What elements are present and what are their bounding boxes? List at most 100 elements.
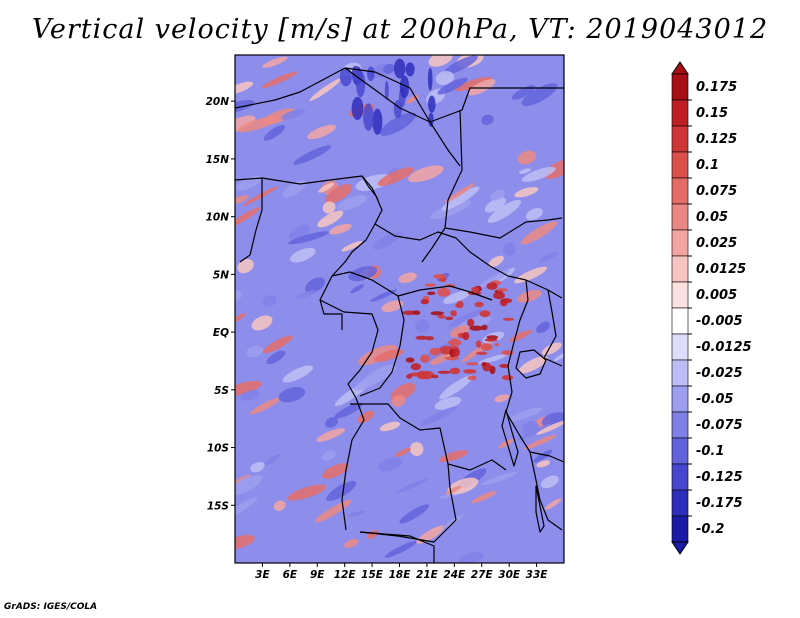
updraft-patch [409,442,424,456]
downdraft-patch [441,186,480,211]
colorbar-label: 0.15 [696,106,728,121]
colorbar-top-arrow [671,61,689,75]
downdraft-patch [443,55,478,75]
border-car-south [331,271,493,301]
colorbar-label: 0.05 [696,210,728,225]
updraft-patch [235,380,262,396]
updraft-patch [536,420,564,435]
strong-updraft-cell [496,288,509,292]
downdraft-patch [281,108,306,120]
lon-tick-label: 15E [361,569,384,581]
colorbar-swatch [671,333,689,361]
border-car-north [374,223,491,267]
updraft-patch [235,115,256,133]
updraft-patch [494,394,510,403]
lon-tick-label: 12E [334,569,357,581]
colorbar-label: 0.025 [696,236,737,251]
downdraft-patch [434,396,462,410]
downdraft-patch [235,497,258,518]
strong-downdraft-cell [427,67,433,91]
strong-updraft-cell [475,351,488,355]
strong-updraft-cell [484,338,498,342]
lat-tick-label: 15N [206,154,230,166]
strong-updraft-cell [494,343,500,347]
lat-tick-label: 10S [207,443,229,455]
colorbar-swatch [671,281,689,309]
border-nigeria-cameroon [319,239,367,301]
lat-tick-label: 5N [213,269,229,281]
updraft-patch [307,124,337,140]
colorbar-label: 0.0125 [696,262,746,277]
downdraft-patch [396,478,428,494]
border-angola-drc [350,403,507,471]
border-equatorial-guinea [319,299,343,330]
downdraft-patch [304,277,326,293]
strong-downdraft-cell [394,58,406,79]
downdraft-patch [263,125,285,141]
strong-updraft-cell [475,340,482,348]
colorbar-label: -0.175 [696,496,743,511]
downdraft-patch [521,83,558,107]
colorbar-swatch [671,515,689,543]
downdraft-patch [348,266,378,282]
map-title: Vertical velocity [m/s] at 200hPa, VT: 2… [31,14,769,45]
strong-updraft-cell [474,301,484,308]
colorbar-label: -0.1 [696,444,724,459]
updraft-patch [251,315,273,331]
updraft-patch [316,428,346,442]
strong-updraft-cell [455,303,460,308]
downdraft-patch [379,112,417,136]
updraft-patch [467,79,496,96]
colorbar-label: -0.005 [696,314,743,329]
downdraft-patch [478,354,508,364]
downdraft-patch [296,290,318,299]
updraft-patch [237,259,254,274]
colorbar-label: -0.05 [696,392,733,407]
updraft-patch [325,183,353,204]
lon-tick-label: 27E [471,569,494,581]
colorbar-swatch [671,463,689,491]
lon-tick-label: 30E [498,569,521,581]
strong-downdraft-cell [351,96,364,120]
lon-tick-label: 33E [526,569,549,581]
downdraft-patch [350,284,364,294]
strong-updraft-cell [486,282,498,290]
downdraft-patch [278,387,306,403]
strong-updraft-cell [429,347,441,356]
updraft-patch [416,525,445,544]
updraft-patch [391,394,406,408]
updraft-patch [536,460,551,468]
colorbar-swatch [671,307,689,335]
downdraft-patch [288,231,329,245]
downdraft-patch [553,349,564,362]
colorbar-swatch [671,125,689,153]
updraft-patch [444,183,476,203]
downdraft-patch [336,195,368,211]
strong-updraft-cell [437,287,451,297]
country-borders [235,67,564,563]
strong-downdraft-cell [399,75,410,98]
strong-updraft-cell [415,335,429,340]
updraft-patch [514,186,539,198]
strong-updraft-cell [437,370,451,374]
field-background [235,55,564,563]
colorbar-label: -0.125 [696,470,743,485]
downdraft-patch [235,175,262,191]
updraft-patch [498,438,514,449]
border-lake-chad [361,175,383,241]
colorbar-swatch [671,229,689,257]
colorbar-label: 0.075 [696,184,737,199]
downdraft-patch [235,290,242,302]
updraft-patch [544,498,562,510]
lat-tick-label: 15S [207,500,229,512]
downdraft-patch [377,457,403,472]
lat-tick-label: 5S [214,385,229,397]
downdraft-patch [420,406,458,426]
updraft-patch [235,195,249,206]
strong-updraft-cell [412,310,421,316]
updraft-patch [377,167,414,187]
strong-downdraft-cell [384,80,389,100]
downdraft-patch [370,289,397,302]
border-uganda-kenya [543,289,563,367]
updraft-patch [322,201,336,214]
